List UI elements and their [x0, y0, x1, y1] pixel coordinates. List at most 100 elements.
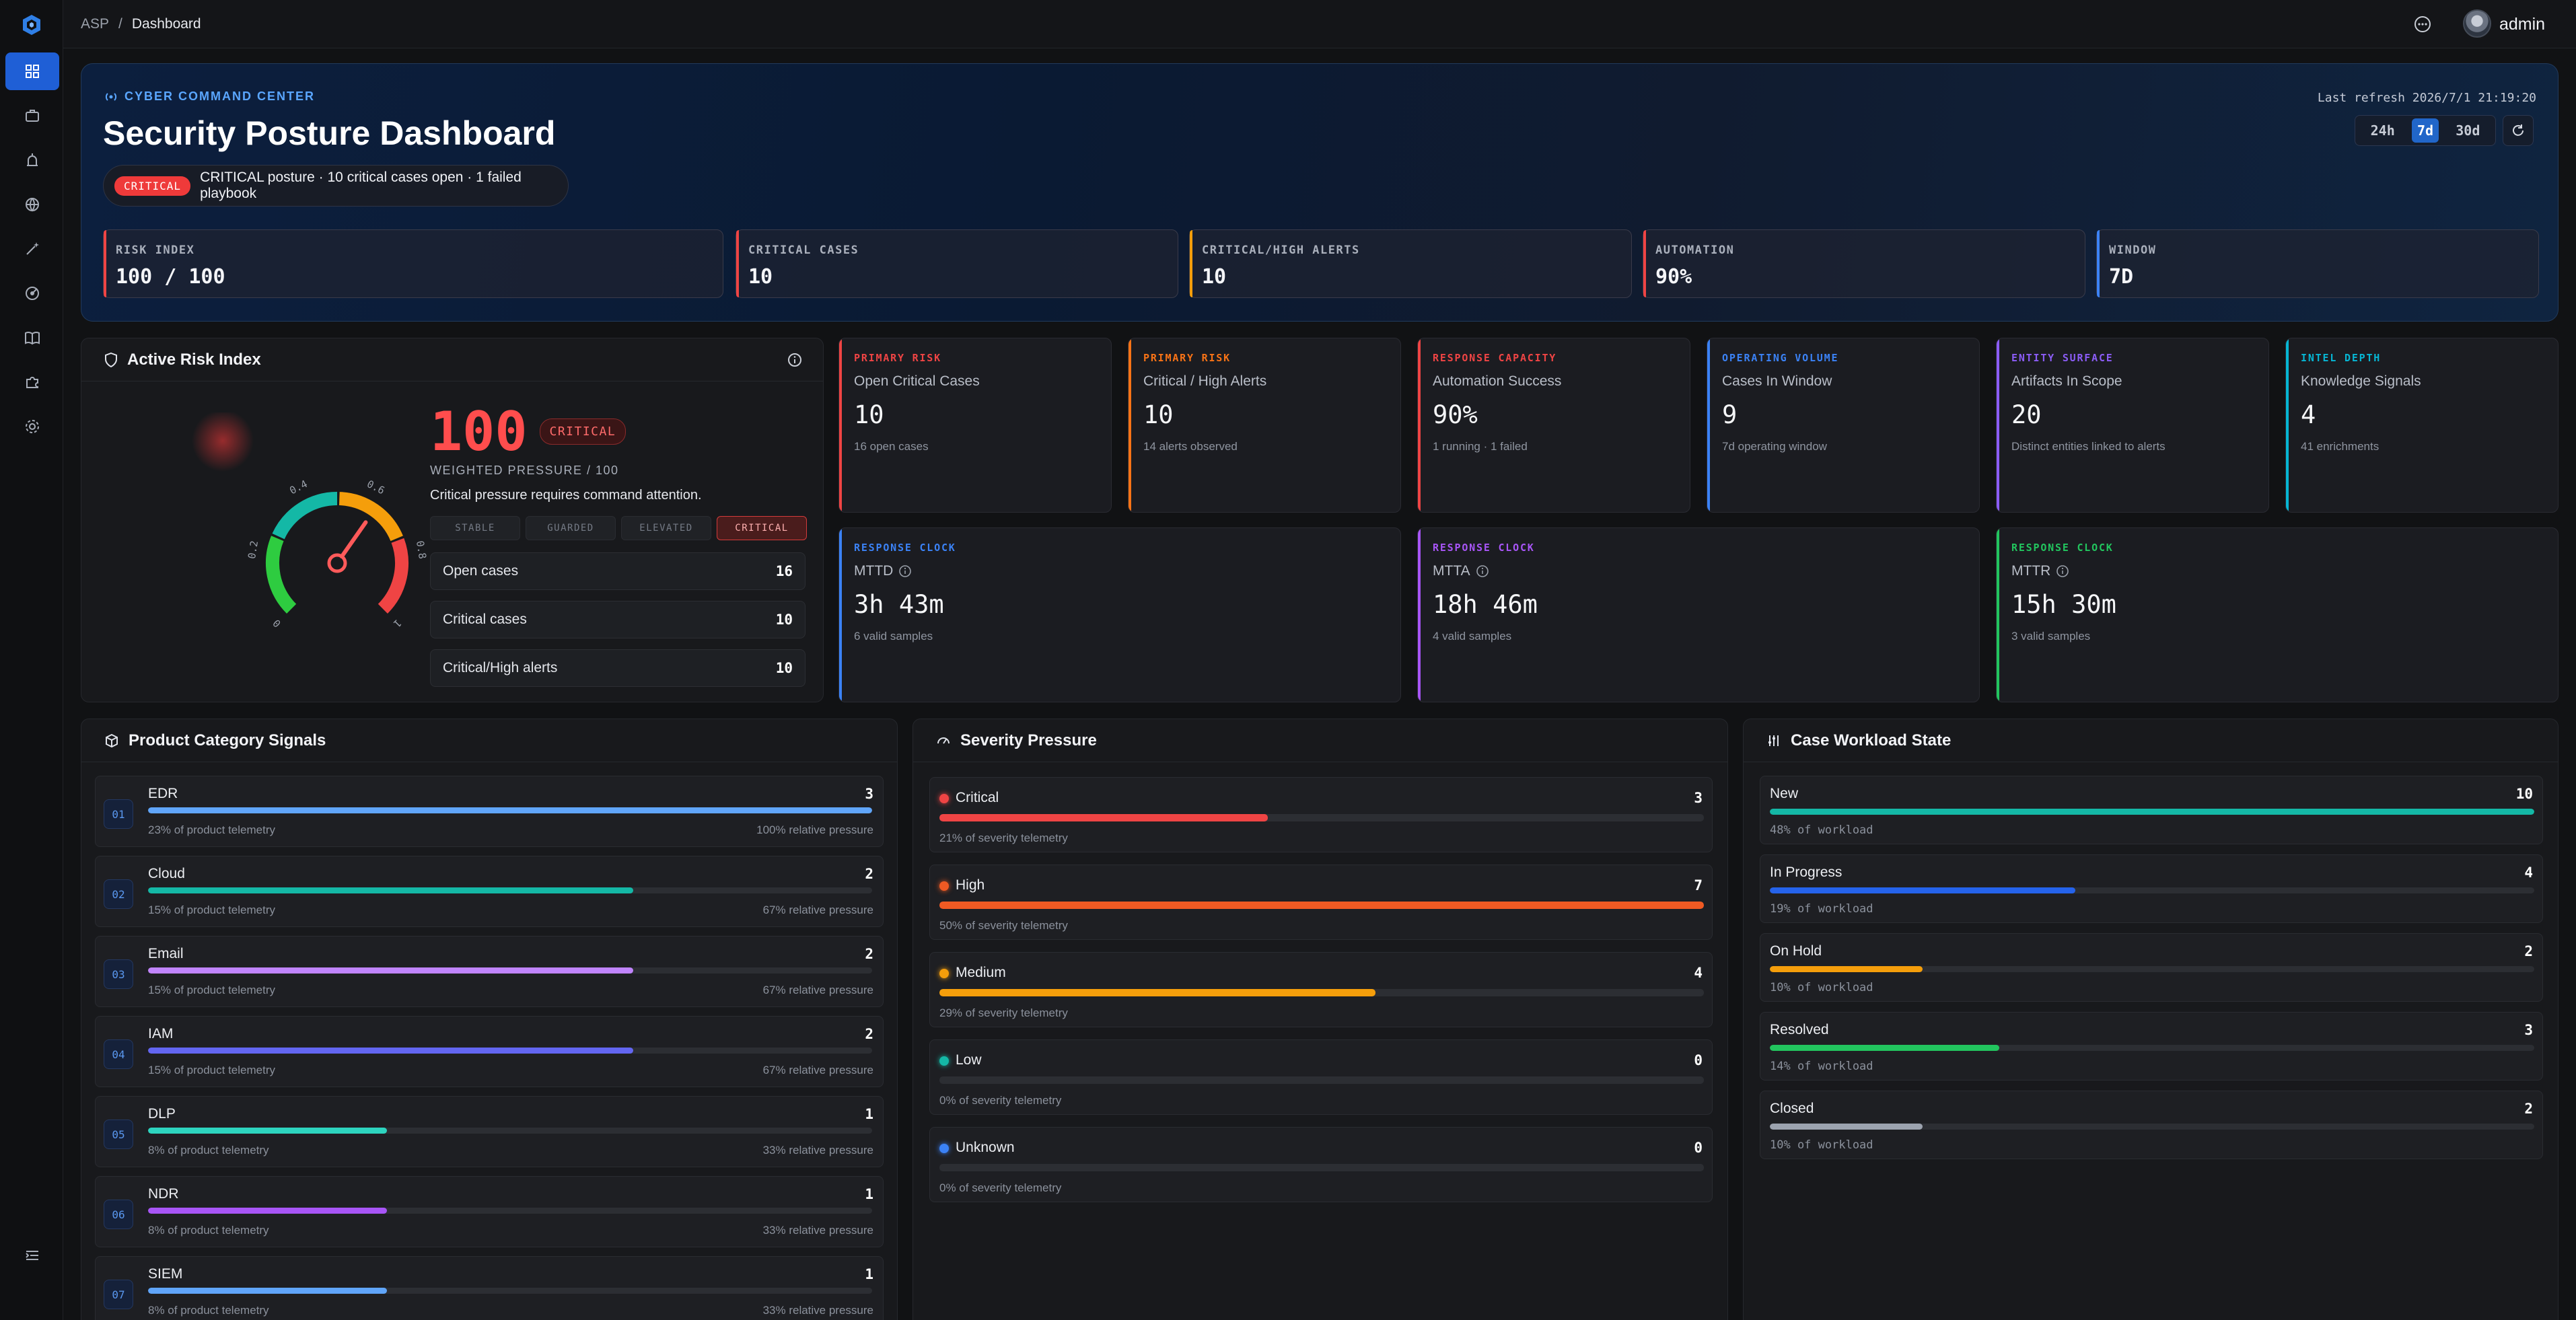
workload-row[interactable]: On Hold 2 10% of workload [1760, 933, 2543, 1002]
workload-row[interactable]: Closed 2 10% of workload [1760, 1091, 2543, 1159]
clock-mttr[interactable]: RESPONSE CLOCK MTTR 15h 30m 3 valid samp… [1996, 527, 2559, 702]
gauge-segment [338, 492, 403, 542]
product-row[interactable]: 06 NDR 1 8% of product telemetry 33% relativ… [95, 1176, 884, 1247]
row-index-badge: 05 [104, 1120, 133, 1149]
progress-fill [1770, 887, 2076, 893]
severity-row[interactable]: Low 0 0% of severity telemetry [929, 1039, 1713, 1115]
breadcrumb-root[interactable]: ASP [81, 16, 110, 32]
kpi-eyebrow: RESPONSE CAPACITY [1433, 352, 1557, 364]
app-logo-icon[interactable] [20, 13, 43, 36]
kpi-note: 16 open cases [854, 440, 929, 453]
nav-integrations[interactable] [5, 363, 59, 401]
nav-automation[interactable] [5, 230, 59, 268]
briefcase-icon [26, 110, 39, 122]
stat-accent [1190, 230, 1192, 297]
clock-mttd[interactable]: RESPONSE CLOCK MTTD 3h 43m 6 valid sampl… [838, 527, 1401, 702]
range-30d-button[interactable]: 30d [2456, 122, 2480, 139]
kpi-eyebrow: OPERATING VOLUME [1722, 352, 1839, 364]
nav-alerts[interactable] [5, 141, 59, 179]
severity-row[interactable]: Medium 4 29% of severity telemetry [929, 952, 1713, 1027]
nav-knowledge[interactable] [5, 319, 59, 357]
severity-row[interactable]: Critical 3 21% of severity telemetry [929, 777, 1713, 852]
kpi-accent [839, 338, 842, 512]
risk-level-chip: CRITICAL [539, 418, 627, 445]
row-name: Cloud [148, 866, 185, 881]
kpi-critical-high-alerts[interactable]: PRIMARY RISK Critical / High Alerts 10 1… [1128, 338, 1401, 513]
progress-track [1770, 966, 2534, 972]
gauge-glow [192, 412, 254, 472]
kpi-knowledge-signals[interactable]: INTEL DEPTH Knowledge Signals 4 41 enric… [2285, 338, 2559, 513]
severity-row[interactable]: Unknown 0 0% of severity telemetry [929, 1127, 1713, 1202]
workload-row[interactable]: New 10 48% of workload [1760, 776, 2543, 844]
risk-score-row: 100 CRITICAL [430, 400, 627, 463]
progress-track [148, 1208, 872, 1214]
product-row[interactable]: 02 Cloud 2 15% of product telemetry 67% rela… [95, 856, 884, 927]
metric-value: 10 [775, 612, 793, 628]
row-count: 4 [1694, 965, 1703, 981]
progress-fill [148, 1128, 388, 1134]
user-name[interactable]: admin [2499, 15, 2546, 34]
info-icon[interactable] [1476, 564, 1489, 578]
row-relative-pressure: 100% relative pressure [756, 823, 873, 836]
kpi-title: Automation Success [1433, 373, 1562, 389]
product-row[interactable]: 01 EDR 3 23% of product telemetry 100% relat… [95, 776, 884, 847]
row-name: EDR [148, 786, 178, 801]
kpi-cases-in-window[interactable]: OPERATING VOLUME Cases In Window 9 7d op… [1707, 338, 1980, 513]
row-name: SIEM [148, 1266, 183, 1282]
nav-dashboard[interactable] [5, 52, 59, 90]
panel-title: Active Risk Index [127, 350, 261, 369]
progress-track [148, 1128, 872, 1134]
avatar[interactable] [2463, 9, 2491, 38]
row-relative-pressure: 67% relative pressure [762, 904, 873, 916]
collapse-sidebar-button[interactable] [5, 1237, 59, 1274]
workload-row[interactable]: Resolved 3 14% of workload [1760, 1012, 2543, 1080]
sliders-icon [1768, 735, 1779, 746]
kpi-note: 14 alerts observed [1143, 440, 1238, 453]
progress-fill [148, 1048, 633, 1054]
product-row[interactable]: 07 SIEM 1 8% of product telemetry 33% relati… [95, 1256, 884, 1320]
severity-row[interactable]: High 7 50% of severity telemetry [929, 865, 1713, 940]
kpi-accent [1418, 338, 1421, 512]
progress-fill [148, 1208, 388, 1214]
nav-hunting[interactable] [5, 274, 59, 312]
gauge-tick-label: 0.6 [365, 478, 386, 497]
nav-settings[interactable] [5, 408, 59, 445]
info-icon[interactable] [787, 352, 803, 368]
nav-intel[interactable] [5, 186, 59, 223]
progress-track [1770, 887, 2534, 893]
kpi-open-critical-cases[interactable]: PRIMARY RISK Open Critical Cases 10 16 o… [838, 338, 1112, 513]
chat-icon[interactable] [2412, 13, 2433, 35]
risk-score-caption: WEIGHTED PRESSURE / 100 [430, 464, 619, 477]
kpi-eyebrow: PRIMARY RISK [1143, 352, 1231, 364]
top-bar: ASP / Dashboard admin [63, 0, 2576, 48]
row-relative-pressure: 33% relative pressure [762, 1144, 873, 1157]
refresh-button[interactable] [2503, 115, 2534, 146]
kpi-eyebrow: RESPONSE CLOCK [2011, 542, 2114, 554]
row-count: 2 [2524, 943, 2533, 959]
breadcrumb-current: Dashboard [131, 16, 201, 32]
info-icon[interactable] [2056, 564, 2069, 578]
kpi-note: 6 valid samples [854, 630, 933, 643]
product-row[interactable]: 05 DLP 1 8% of product telemetry 33% relativ… [95, 1096, 884, 1167]
row-index-badge: 03 [104, 959, 133, 989]
clock-mtta[interactable]: RESPONSE CLOCK MTTA 18h 46m 4 valid samp… [1417, 527, 1980, 702]
nav-cases[interactable] [5, 97, 59, 135]
workload-row[interactable]: In Progress 4 19% of workload [1760, 854, 2543, 923]
severity-dot [939, 881, 949, 891]
product-row[interactable]: 03 Email 2 15% of product telemetry 67% rela… [95, 936, 884, 1007]
range-7d-button[interactable]: 7d [2411, 118, 2439, 143]
stat-window: WINDOW 7D [2096, 229, 2539, 298]
info-icon[interactable] [898, 564, 912, 578]
row-name: IAM [148, 1026, 174, 1041]
product-row[interactable]: 04 IAM 2 15% of product telemetry 67% relati… [95, 1016, 884, 1087]
stat-label: CRITICAL CASES [748, 244, 859, 257]
row-share: 15% of product telemetry [148, 1064, 275, 1076]
kpi-automation-success[interactable]: RESPONSE CAPACITY Automation Success 90%… [1417, 338, 1690, 513]
gauge-segment [378, 538, 408, 614]
row-count: 2 [865, 946, 873, 962]
kpi-note: 41 enrichments [2301, 440, 2380, 453]
kpi-artifacts-in-scope[interactable]: ENTITY SURFACE Artifacts In Scope 20 Dis… [1996, 338, 2269, 513]
dashboard-icon [26, 65, 39, 78]
range-24h-button[interactable]: 24h [2370, 122, 2395, 139]
row-index-badge: 01 [104, 799, 133, 829]
